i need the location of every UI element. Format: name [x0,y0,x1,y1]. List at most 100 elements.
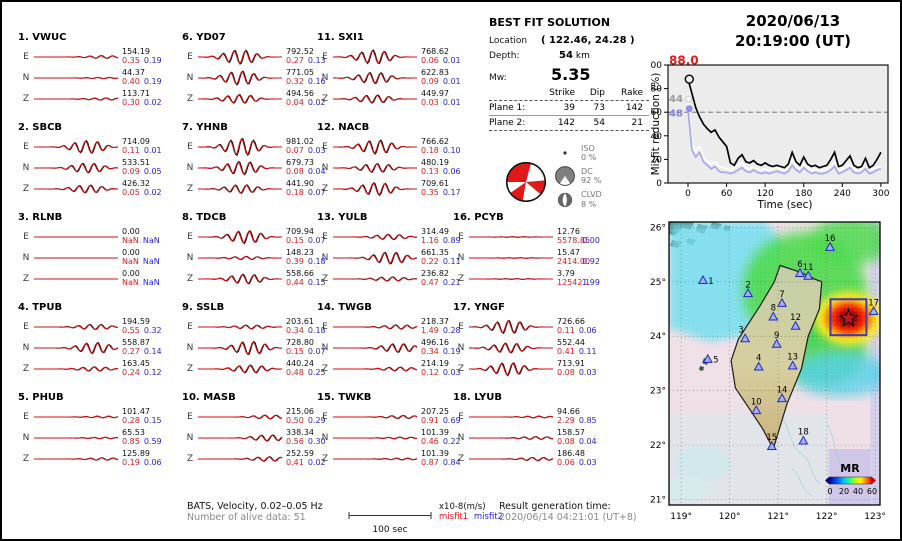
waveform-trace [198,160,282,176]
waveform-trace [198,137,282,156]
misfit2-value: 0.18 [307,256,326,266]
waveform-trace [198,363,283,373]
misfit1-value: 0.09 [122,166,140,176]
svg-text:100: 100 [650,61,662,71]
peak-amplitude: 768.62 [421,47,449,57]
waveform-trace [34,277,118,280]
misfit1-value: 0.03 [421,97,439,107]
channel-values: 441.90 0.18 0.07 [286,179,326,197]
misfit1-value: 2.29 [557,415,575,425]
svg-text:80: 80 [651,85,663,95]
colorbar-tick: 60 [867,487,877,496]
misfit2-value: 0.05 [143,166,162,176]
channel-label: N [457,252,465,263]
misfit1-value: 0.34 [286,325,304,335]
peak-amplitude: 771.05 [286,68,314,78]
channel-values: 203.61 0.34 0.18 [286,317,326,335]
station-block-TPUB: 4. TPUB E 194.59 0.55 0.32 N 558.87 0.27 0.14 Z 16… [18,302,182,379]
misfit1-value: NaN [122,256,139,266]
channel-label: Z [186,93,194,104]
peak-amplitude: 709.61 [421,179,449,189]
channel-row-YD07-Z: Z 494.56 0.04 0.02 [182,88,346,109]
peak-amplitude: 981.02 [286,137,314,147]
channel-label: N [321,162,329,173]
misfit1-value: 0.47 [421,277,439,287]
misfit2-value: 0.59 [143,436,162,446]
channel-label: Z [22,273,30,284]
mw-label: Mw: [489,73,507,83]
depth-value: 54 [559,50,573,61]
misfit1-value: 0.05 [122,187,140,197]
misfit2-value: 0.85 [578,415,597,425]
station-title: 1. VWUC [18,32,67,43]
map-station-triangle-6 [794,267,805,277]
map-station-number: 8 [771,304,776,314]
station-block-YD07: 6. YD07 E 792.52 0.27 0.13 N 771.05 0.32 0.16 Z 49… [182,32,346,109]
misfit1-value: 0.32 [286,76,304,86]
channel-row-LYUB-Z: Z 186.48 0.06 0.03 [453,448,617,469]
waveform-trace [198,414,283,419]
channel-label: E [322,321,328,332]
svg-text:0: 0 [685,189,691,199]
iso-text: ISO 0 % [581,144,597,163]
svg-text:0: 0 [656,179,662,189]
channel-label: Z [186,453,194,464]
peak-amplitude: 236.82 [421,269,449,279]
channel-values: 0.00 NaN NaN [122,269,160,287]
channel-label: E [458,321,464,332]
misfit-reduction-chart: 2020/06/13 20:19:00 (UT) 0 20 40 60 80 100 0 60… [650,12,890,211]
misfit2-value: 0.06 [442,166,461,176]
channel-values: 440.24 0.48 0.25 [286,359,326,377]
misfit1-value: 0.28 [122,415,140,425]
waveform-trace [198,272,283,285]
channel-label: Z [321,273,329,284]
col-rake: Rake [621,88,643,98]
misfit1-value: 0.22 [421,256,439,266]
epicenter-box [829,298,868,337]
misfit2-value: NaN [142,235,160,245]
peak-amplitude: 113.71 [122,89,150,99]
station-block-YNGF: 17. YNGF E 726.66 0.11 0.06 N 552.44 0.41 0.11 Z 7… [453,302,617,379]
misfit1-value: 0.87 [421,457,439,467]
misfit1-value: 0.41 [557,346,575,356]
channel-values: 65.53 0.85 0.59 [122,428,162,446]
peak-amplitude: 558.87 [122,338,150,348]
misfit2-value: 0.16 [307,76,326,86]
waveform-trace [198,48,282,65]
channel-label: N [457,432,465,443]
peak-amplitude: 726.66 [557,317,585,327]
lat-tick-label: 26° [650,223,666,233]
epicenter-star [838,307,859,328]
map-station-triangle-4 [753,361,764,371]
misfit2-value: 0.06 [143,457,162,467]
waveform-trace [333,48,417,64]
svg-text:180: 180 [795,189,812,199]
channel-label: N [186,432,194,443]
misfit2-value: 0.03 [307,145,326,155]
map-station-number: 6 [797,260,802,270]
channel-label: N [22,162,30,173]
waveform-trace [333,162,417,173]
channel-label: Z [186,183,194,194]
waveform-trace [34,456,119,461]
map-station-triangle-15 [766,440,777,450]
misfit2-value: 0.02 [143,97,162,107]
misfit1-value: 0.08 [557,436,575,446]
channel-row-YHNB-E: E 981.02 0.07 0.03 [182,136,346,157]
station-title: 5. PHUB [18,392,64,403]
waveform-trace [34,323,119,330]
map-station-number: 10 [751,397,762,407]
map-station-number: 11 [803,263,814,273]
lon-tick-label: 120° [719,512,741,522]
misfit1-value: 0.15 [286,235,304,245]
map-station-number: 12 [790,313,801,323]
y-axis-label: Misfit reduction (%) [650,73,662,176]
map-station-number: 9 [774,331,779,341]
channel-row-TWGB-Z: Z 214.19 0.12 0.03 [317,358,481,379]
misfit1-value: 0.85 [122,436,140,446]
peak-amplitude: 440.24 [286,359,314,369]
channel-row-LYUB-E: E 94.66 2.29 0.85 [453,406,617,427]
location-label: Location [489,36,528,46]
channel-row-NACB-Z: Z 709.61 0.35 0.17 [317,178,481,199]
